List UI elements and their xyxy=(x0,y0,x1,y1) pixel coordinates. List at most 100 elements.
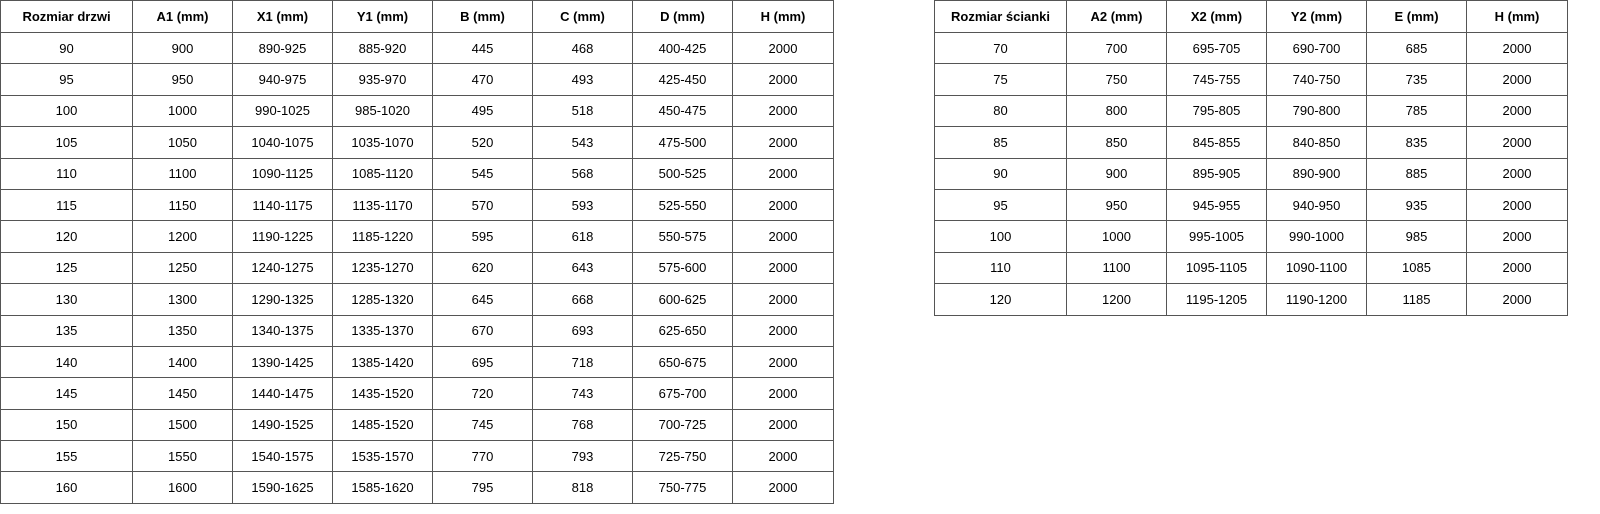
column-header: A1 (mm) xyxy=(132,0,233,33)
table-cell: 618 xyxy=(532,220,633,253)
table-cell: 770 xyxy=(432,440,533,473)
table-cell: 2000 xyxy=(732,188,834,222)
wall-size-table: Rozmiar ścianki A2 (mm) X2 (mm) Y2 (mm) E (m… xyxy=(934,0,1568,316)
table-cell: 645 xyxy=(432,283,533,316)
table-cell: 425-450 xyxy=(632,63,733,96)
table-cell: 735 xyxy=(1366,63,1467,96)
table-cell: 793 xyxy=(532,440,633,473)
table-cell: 1000 xyxy=(1066,220,1167,253)
table-cell: 790-800 xyxy=(1266,94,1367,128)
table-cell: 1235-1270 xyxy=(332,251,433,285)
table-cell: 1335-1370 xyxy=(332,314,433,347)
table-cell: 935-970 xyxy=(332,63,433,96)
table-cell: 1285-1320 xyxy=(332,283,433,316)
table-cell: 2000 xyxy=(732,63,834,96)
table-cell: 2000 xyxy=(1466,251,1568,285)
table-cell: 518 xyxy=(532,94,633,128)
table-cell: 693 xyxy=(532,314,633,347)
table-cell: 1050 xyxy=(132,126,233,159)
table-cell: 985 xyxy=(1366,220,1467,253)
table-cell: 95 xyxy=(0,63,133,96)
table-row: 115 1150 1140-1175 1135-1170 570 593 525-550 20… xyxy=(0,188,834,222)
table-cell: 625-650 xyxy=(632,314,733,347)
table-cell: 1550 xyxy=(132,440,233,473)
table-cell: 125 xyxy=(0,251,133,285)
column-header: Rozmiar drzwi xyxy=(0,0,133,33)
table-cell: 890-925 xyxy=(232,31,333,65)
table-cell: 945-955 xyxy=(1166,188,1267,222)
table-cell: 475-500 xyxy=(632,126,733,159)
table-cell: 2000 xyxy=(1466,126,1568,159)
table-cell: 1100 xyxy=(132,157,233,190)
table-cell: 150 xyxy=(0,408,133,442)
table-cell: 1350 xyxy=(132,314,233,347)
table-cell: 743 xyxy=(532,377,633,410)
table-cell: 685 xyxy=(1366,31,1467,65)
table-row: 125 1250 1240-1275 1235-1270 620 643 575-600 20… xyxy=(0,251,834,285)
table-cell: 1090-1100 xyxy=(1266,251,1367,285)
table-cell: 670 xyxy=(432,314,533,347)
table-cell: 2000 xyxy=(1466,283,1568,316)
table-cell: 2000 xyxy=(1466,220,1568,253)
table-cell: 768 xyxy=(532,408,633,442)
table-cell: 1290-1325 xyxy=(232,283,333,316)
table-cell: 2000 xyxy=(732,94,834,128)
table-cell: 1140-1175 xyxy=(232,188,333,222)
table-cell: 885-920 xyxy=(332,31,433,65)
column-header: Y2 (mm) xyxy=(1266,0,1367,33)
table-cell: 2000 xyxy=(732,126,834,159)
table-cell: 1135-1170 xyxy=(332,188,433,222)
table-row: 155 1550 1540-1575 1535-1570 770 793 725-750 20… xyxy=(0,440,834,473)
table-row: 100 1000 990-1025 985-1020 495 518 450-475 2000 xyxy=(0,94,834,128)
table-row: 85 850 845-855 840-850 835 2000 xyxy=(934,126,1568,159)
table-row: 105 1050 1040-1075 1035-1070 520 543 475-500 20… xyxy=(0,126,834,159)
column-header: H (mm) xyxy=(1466,0,1568,33)
table-cell: 90 xyxy=(934,157,1067,190)
table-row: 75 750 745-755 740-750 735 2000 xyxy=(934,63,1568,96)
table-row: 90 900 890-925 885-920 445 468 400-425 2000 xyxy=(0,31,834,65)
table-cell: 575-600 xyxy=(632,251,733,285)
table-cell: 1450 xyxy=(132,377,233,410)
table-cell: 80 xyxy=(934,94,1067,128)
table-cell: 720 xyxy=(432,377,533,410)
table-cell: 950 xyxy=(132,63,233,96)
table-cell: 1200 xyxy=(1066,283,1167,316)
table-cell: 725-750 xyxy=(632,440,733,473)
table-cell: 593 xyxy=(532,188,633,222)
table-cell: 740-750 xyxy=(1266,63,1367,96)
table-cell: 500-525 xyxy=(632,157,733,190)
table-cell: 1500 xyxy=(132,408,233,442)
table-cell: 543 xyxy=(532,126,633,159)
table-cell: 2000 xyxy=(1466,94,1568,128)
table-cell: 990-1025 xyxy=(232,94,333,128)
table-cell: 1185 xyxy=(1366,283,1467,316)
table-cell: 2000 xyxy=(1466,188,1568,222)
table-cell: 795-805 xyxy=(1166,94,1267,128)
column-header: E (mm) xyxy=(1366,0,1467,33)
table-cell: 1000 xyxy=(132,94,233,128)
table-row: 80 800 795-805 790-800 785 2000 xyxy=(934,94,1568,128)
table-cell: 70 xyxy=(934,31,1067,65)
table-cell: 750-775 xyxy=(632,471,733,504)
table-row: 90 900 895-905 890-900 885 2000 xyxy=(934,157,1568,190)
table-cell: 160 xyxy=(0,471,133,504)
table-cell: 445 xyxy=(432,31,533,65)
table-cell: 818 xyxy=(532,471,633,504)
table-cell: 1535-1570 xyxy=(332,440,433,473)
table-cell: 2000 xyxy=(732,345,834,379)
table-cell: 1390-1425 xyxy=(232,345,333,379)
table-cell: 115 xyxy=(0,188,133,222)
table-cell: 675-700 xyxy=(632,377,733,410)
table-cell: 2000 xyxy=(1466,157,1568,190)
door-size-table: Rozmiar drzwi A1 (mm) X1 (mm) Y1 (mm) B (mm)… xyxy=(0,0,834,504)
table-cell: 1100 xyxy=(1066,251,1167,285)
table-cell: 105 xyxy=(0,126,133,159)
table-cell: 935 xyxy=(1366,188,1467,222)
table-cell: 1340-1375 xyxy=(232,314,333,347)
table-cell: 110 xyxy=(0,157,133,190)
table-cell: 130 xyxy=(0,283,133,316)
column-header: H (mm) xyxy=(732,0,834,33)
table-cell: 520 xyxy=(432,126,533,159)
table-row: 145 1450 1440-1475 1435-1520 720 743 675-700 20… xyxy=(0,377,834,410)
column-header: A2 (mm) xyxy=(1066,0,1167,33)
